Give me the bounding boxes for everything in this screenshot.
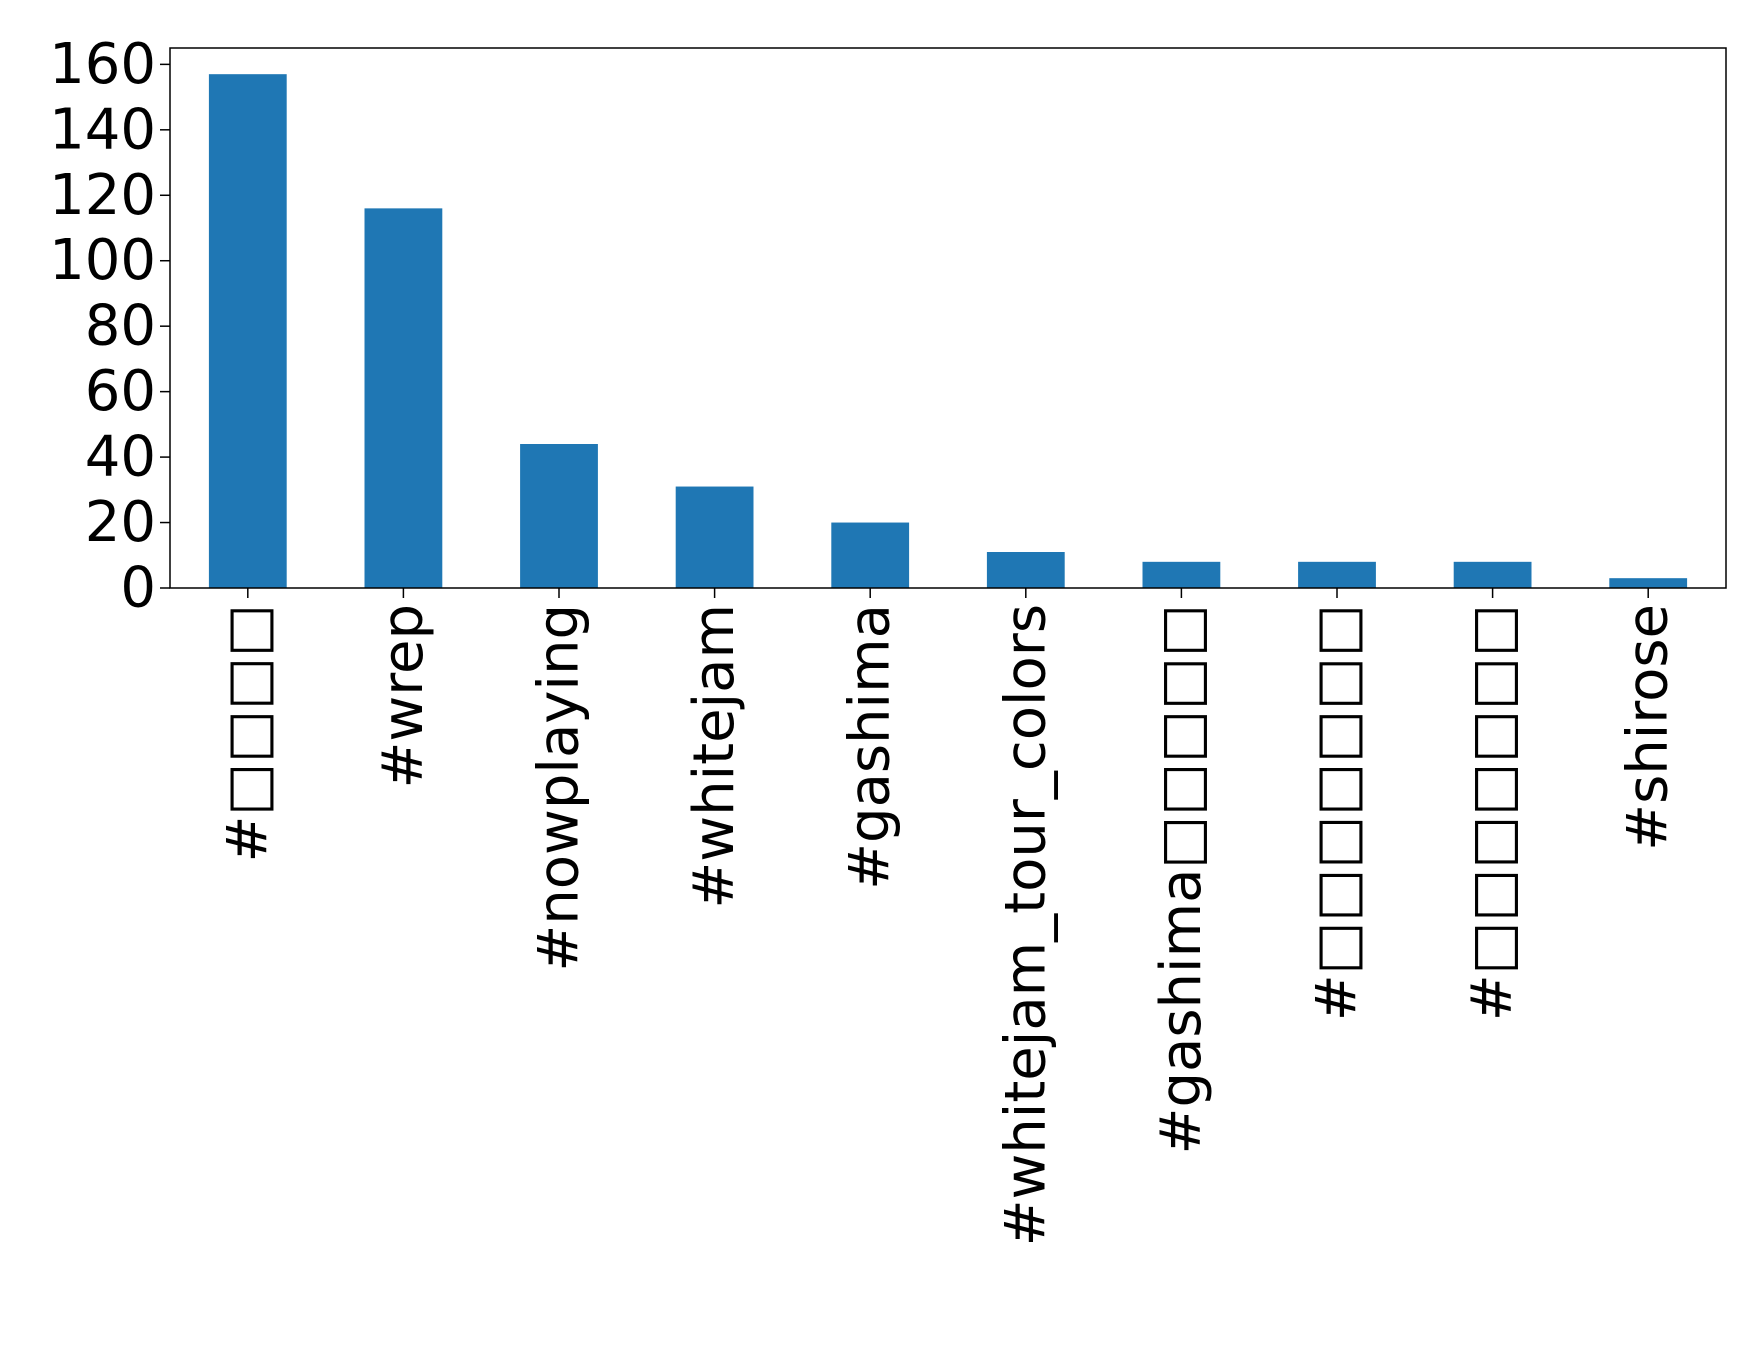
bar-3 — [675, 486, 754, 588]
bar-4 — [831, 522, 910, 588]
x-tick-label-0: #□□□□ — [215, 604, 280, 863]
y-tick-label-4: 80 — [85, 294, 156, 359]
bar-2 — [520, 444, 598, 588]
x-axis: #□□□□ #wrep #nowplaying #whitejam #gashima #w… — [215, 588, 1681, 1246]
bar-8 — [1453, 561, 1532, 588]
x-tick-label-7: #□□□□□□□ — [1305, 604, 1370, 1021]
y-tick-label-8: 160 — [49, 32, 156, 97]
bar-5 — [986, 552, 1065, 588]
y-tick-label-2: 40 — [85, 425, 156, 490]
y-tick-label-6: 120 — [49, 163, 156, 228]
bar-7 — [1298, 561, 1376, 588]
x-tick-label-6: #gashima□□□□□ — [1149, 604, 1214, 1154]
y-tick-label-0: 0 — [120, 556, 156, 621]
x-tick-label-4: #gashima — [838, 604, 903, 890]
x-tick-label-9: #shirose — [1616, 604, 1681, 851]
y-tick-label-5: 100 — [49, 228, 156, 293]
plot-frame — [169, 47, 1727, 589]
y-tick-label-1: 20 — [85, 490, 156, 555]
bar-6 — [1142, 561, 1221, 588]
bar-9 — [1609, 578, 1688, 588]
x-tick-label-2: #nowplaying — [527, 604, 592, 972]
y-tick-label-3: 60 — [85, 359, 156, 424]
bars-layer — [208, 74, 1688, 588]
x-tick-label-8: #□□□□□□□ — [1460, 604, 1525, 1021]
bar-1 — [364, 208, 443, 588]
bar-0 — [208, 74, 287, 588]
x-tick-label-3: #whitejam — [682, 604, 747, 909]
x-tick-label-5: #whitejam_tour_colors — [993, 604, 1058, 1246]
x-tick-label-1: #wrep — [371, 604, 436, 789]
y-tick-label-7: 140 — [49, 97, 156, 162]
